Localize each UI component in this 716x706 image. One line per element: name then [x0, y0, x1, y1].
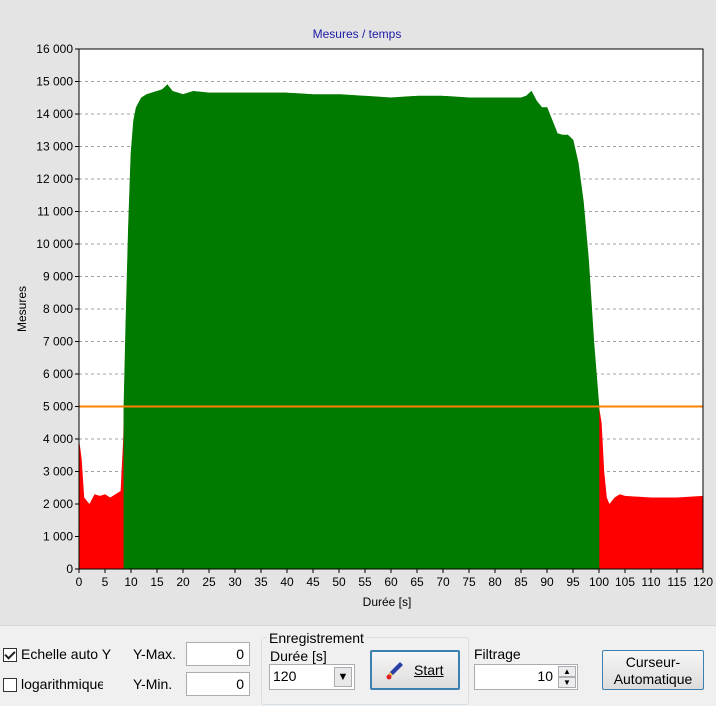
x-tick-label: 10 — [124, 575, 138, 589]
x-tick-label: 15 — [150, 575, 164, 589]
x-tick-label: 65 — [410, 575, 424, 589]
x-tick-label: 60 — [384, 575, 398, 589]
y-tick-label: 16 000 — [36, 42, 73, 56]
y-tick-label: 12 000 — [36, 172, 73, 186]
ymax-input[interactable]: 0 — [186, 642, 250, 666]
y-tick-label: 10 000 — [36, 237, 73, 251]
x-tick-label: 115 — [667, 575, 686, 589]
y-tick-label: 13 000 — [36, 140, 73, 154]
filter-value: 10 — [537, 668, 553, 684]
y-tick-label: 1 000 — [43, 530, 73, 544]
x-tick-label: 55 — [358, 575, 372, 589]
x-tick-label: 25 — [202, 575, 216, 589]
start-label: Start — [414, 662, 444, 678]
ymin-input[interactable]: 0 — [186, 672, 250, 696]
x-tick-label: 80 — [488, 575, 502, 589]
x-tick-label: 105 — [615, 575, 635, 589]
x-tick-label: 95 — [566, 575, 580, 589]
y-tick-label: 8 000 — [43, 302, 73, 316]
x-tick-label: 70 — [436, 575, 450, 589]
ymin-label: Y-Min. — [133, 676, 173, 692]
auto-scale-checkbox[interactable] — [3, 648, 17, 662]
controls-panel: Echelle auto Y logarithmique Y-Max. 0 Y-… — [0, 625, 716, 706]
area-above-threshold — [123, 83, 600, 570]
x-tick-label: 20 — [176, 575, 190, 589]
x-tick-label: 100 — [589, 575, 609, 589]
x-tick-label: 90 — [540, 575, 554, 589]
y-tick-label: 5 000 — [43, 400, 73, 414]
y-tick-label: 14 000 — [36, 107, 73, 121]
x-tick-label: 85 — [514, 575, 528, 589]
y-tick-label: 4 000 — [43, 432, 73, 446]
x-tick-label: 120 — [693, 575, 713, 589]
chart-svg: 0 1 000 2 000 3 000 4 000 5 000 6 000 7 000 8 00… — [15, 27, 713, 609]
x-tick-label: 35 — [254, 575, 268, 589]
y-tick-label: 0 — [66, 562, 73, 576]
x-tick-label: 45 — [306, 575, 320, 589]
x-tick-label: 40 — [280, 575, 294, 589]
duration-label: Durée [s] — [270, 648, 327, 664]
auto-cursor-button[interactable]: Curseur- Automatique — [602, 650, 704, 690]
y-axis-label: Mesures — [15, 286, 29, 332]
y-tick-label: 7 000 — [43, 335, 73, 349]
x-tick-label: 30 — [228, 575, 242, 589]
auto-scale-label: Echelle auto Y — [21, 646, 112, 662]
y-tick-label: 9 000 — [43, 270, 73, 284]
x-tick-label: 75 — [462, 575, 476, 589]
chevron-down-icon[interactable]: ▼ — [334, 667, 352, 687]
spin-down-icon[interactable]: ▼ — [558, 677, 576, 688]
y-tick-label: 6 000 — [43, 367, 73, 381]
x-tick-label: 110 — [641, 575, 660, 589]
log-checkbox[interactable] — [3, 678, 17, 692]
y-tick-label: 11 000 — [37, 205, 73, 219]
log-label: logarithmique — [21, 676, 103, 692]
duration-select[interactable]: 120 ▼ — [269, 664, 355, 690]
x-tick-label: 50 — [332, 575, 346, 589]
x-tick-label: 5 — [102, 575, 109, 589]
pencil-icon — [384, 660, 406, 680]
y-tick-label: 15 000 — [36, 75, 73, 89]
x-axis-label: Durée [s] — [363, 595, 412, 609]
chart-title: Mesures / temps — [313, 27, 402, 41]
chart-panel: 0 1 000 2 000 3 000 4 000 5 000 6 000 7 000 8 00… — [0, 0, 716, 625]
filter-label: Filtrage — [474, 646, 521, 662]
x-tick-label: 0 — [76, 575, 83, 589]
start-button[interactable]: Start — [370, 650, 460, 690]
spin-up-icon[interactable]: ▲ — [558, 666, 576, 677]
recording-title: Enregistrement — [267, 630, 366, 646]
y-tick-label: 3 000 — [43, 465, 73, 479]
duration-value: 120 — [273, 668, 297, 684]
ymax-label: Y-Max. — [133, 646, 177, 662]
y-tick-label: 2 000 — [43, 497, 73, 511]
